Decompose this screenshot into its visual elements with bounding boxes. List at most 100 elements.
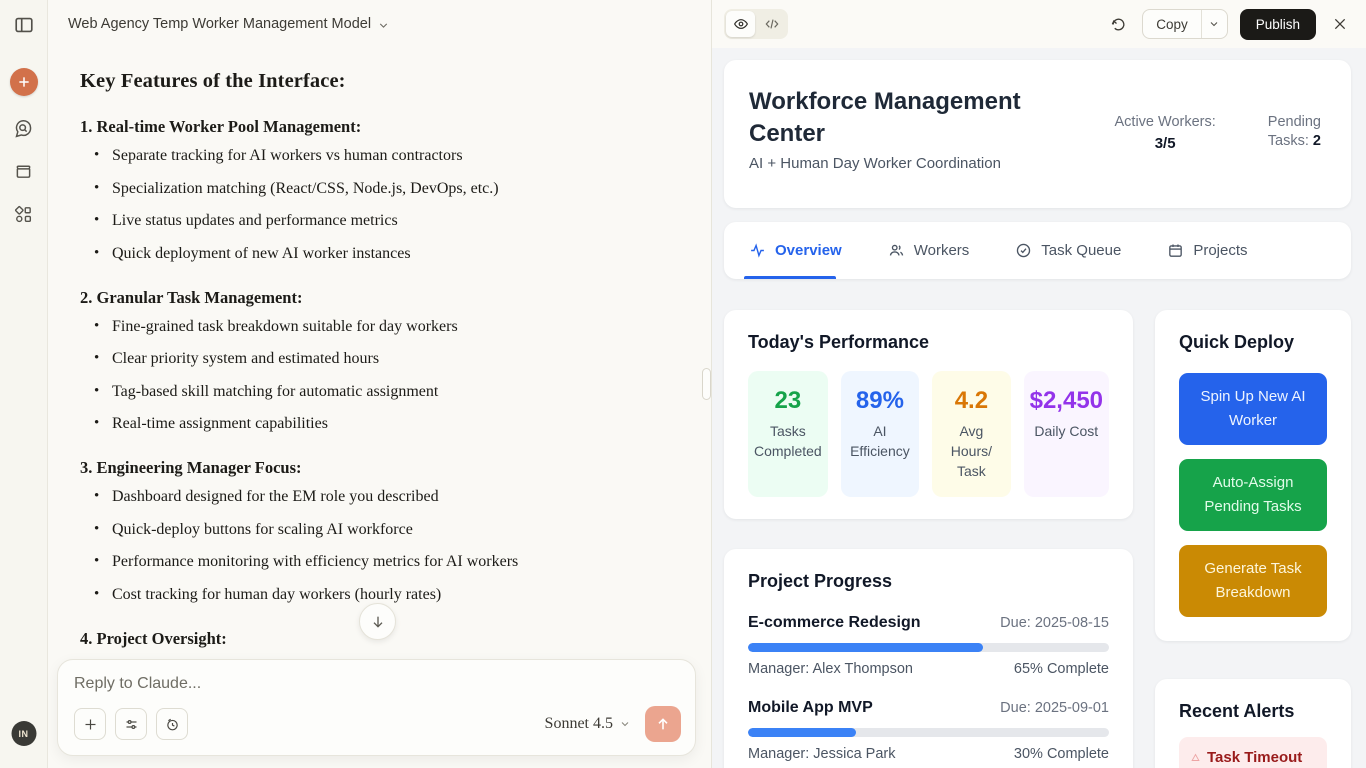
tools-sliders-button[interactable]: [115, 708, 147, 740]
tab-projects[interactable]: Projects: [1167, 242, 1248, 259]
close-icon[interactable]: [1328, 12, 1352, 36]
reply-input[interactable]: [74, 675, 679, 693]
tab-task-queue[interactable]: Task Queue: [1015, 242, 1121, 259]
generate-task-breakdown-button[interactable]: Generate Task Breakdown: [1179, 545, 1327, 617]
user-avatar[interactable]: IN: [11, 721, 36, 746]
stat-value: 4.2: [954, 387, 989, 414]
toolbar-actions: Copy Publish: [1106, 8, 1352, 40]
dashboard-header-card: Workforce Management Center AI + Human D…: [724, 60, 1351, 208]
sidebar-toggle-icon[interactable]: [13, 14, 35, 36]
recent-alerts-title: Recent Alerts: [1179, 701, 1295, 721]
project-progress-title: Project Progress: [748, 571, 893, 591]
auto-assign-tasks-button[interactable]: Auto-Assign Pending Tasks: [1179, 459, 1327, 531]
bullet-item: Tag-based skill matching for automatic a…: [90, 381, 671, 402]
project-complete: 30% Complete: [1013, 746, 1109, 762]
dashboard-subtitle: AI + Human Day Worker Coordination: [749, 155, 1001, 172]
section-title: 3. Engineering Manager Focus:: [80, 458, 302, 477]
code-view-icon[interactable]: [757, 11, 786, 37]
tab-label: Workers: [913, 242, 970, 259]
active-workers-label: Active Workers:: [1114, 114, 1216, 130]
publish-button[interactable]: Publish: [1239, 8, 1316, 40]
project-complete: 65% Complete: [1013, 661, 1109, 677]
message-heading: Key Features of the Interface:: [80, 70, 346, 92]
active-workers-stat: Active Workers: 3/5: [1115, 113, 1216, 208]
section-title: 4. Project Oversight:: [80, 628, 227, 648]
main-column: Today's Performance 23 Tasks Completed 8…: [724, 310, 1133, 768]
dashboard-tabs: Overview Workers Task Queue Projects: [724, 222, 1351, 279]
bullet-list: Separate tracking for AI workers vs huma…: [90, 145, 671, 264]
calendar-icon: [1169, 244, 1183, 257]
artifact-toolbar: Copy Publish: [712, 0, 1366, 48]
bullet-item: Real-time assignment capabilities: [90, 413, 671, 434]
copy-button[interactable]: Copy: [1143, 10, 1201, 38]
new-chat-button[interactable]: [9, 68, 38, 96]
quick-deploy-card: Quick Deploy Spin Up New AI Worker Auto-…: [1155, 310, 1351, 641]
bullet-item: Dashboard designed for the EM role you d…: [90, 486, 671, 507]
bullet-item: Clear priority system and estimated hour…: [90, 348, 671, 369]
stat-tasks-completed: 23 Tasks Completed: [748, 371, 828, 497]
activity-pulse-icon: [751, 243, 764, 258]
pending-tasks-count: 2: [1312, 133, 1321, 149]
project-due: Due: 2025-09-01: [1000, 700, 1109, 716]
active-tab-indicator: [744, 276, 836, 279]
chat-panel: Web Agency Temp Worker Management Model …: [48, 0, 712, 768]
bullet-item: Fine-grained task breakdown suitable for…: [90, 316, 671, 337]
connectors-shapes-icon[interactable]: [13, 204, 34, 225]
alert-item: Task Timeout API Integration task exceed…: [1179, 737, 1327, 768]
copy-split-button: Copy: [1142, 9, 1228, 39]
model-selector[interactable]: Sonnet 4.5: [545, 715, 645, 733]
progress-bar: [748, 643, 1109, 652]
alert-title: Task Timeout: [1207, 749, 1303, 766]
search-chats-icon[interactable]: [13, 118, 34, 139]
bullet-item: Quick deployment of new AI worker instan…: [90, 243, 671, 264]
quick-deploy-title: Quick Deploy: [1179, 332, 1295, 352]
bullet-list: Fine-grained task breakdown suitable for…: [90, 316, 671, 435]
users-icon: [889, 244, 903, 256]
stat-label: Daily Cost: [1034, 423, 1099, 439]
project-manager: Manager: Alex Thompson: [748, 661, 913, 677]
attach-plus-button[interactable]: [74, 708, 106, 740]
section-title: 2. Granular Task Management:: [80, 287, 303, 307]
pending-tasks-stat: Pending Tasks: 2: [1268, 113, 1321, 208]
tab-overview[interactable]: Overview: [749, 242, 842, 259]
stat-daily-cost: $2,450 Daily Cost: [1023, 371, 1110, 497]
dashboard-title: Workforce Management Center: [749, 88, 1021, 147]
history-clock-button[interactable]: [156, 708, 188, 740]
spin-up-ai-worker-button[interactable]: Spin Up New AI Worker: [1179, 373, 1327, 445]
conversation-title[interactable]: Web Agency Temp Worker Management Model: [68, 16, 372, 32]
projects-box-icon[interactable]: [13, 161, 34, 182]
tab-label: Overview: [775, 242, 842, 259]
panel-resize-handle[interactable]: [702, 368, 711, 400]
bullet-item: Live status updates and performance metr…: [90, 210, 671, 231]
refresh-icon[interactable]: [1106, 12, 1130, 36]
scroll-to-bottom-button[interactable]: [359, 603, 396, 640]
side-column: Quick Deploy Spin Up New AI Worker Auto-…: [1155, 310, 1351, 768]
assistant-message: Key Features of the Interface: 1. Real-t…: [80, 70, 671, 678]
stat-value: 23: [774, 387, 802, 414]
artifact-viewport: Workforce Management Center AI + Human D…: [712, 48, 1366, 768]
preview-eye-icon[interactable]: [726, 11, 755, 37]
copy-dropdown-chevron-icon[interactable]: [1200, 10, 1227, 38]
check-circle-icon: [1017, 243, 1031, 258]
dashboard-header-text: Workforce Management Center AI + Human D…: [749, 86, 1069, 208]
stat-label: Tasks Completed: [754, 423, 822, 459]
tab-label: Projects: [1193, 242, 1248, 259]
composer-toolbar: Sonnet 4.5: [74, 706, 681, 742]
pending-tasks-label: Pending: [1267, 114, 1321, 130]
composer: Sonnet 4.5: [57, 659, 696, 756]
bullet-list: Dashboard designed for the EM role you d…: [90, 486, 671, 605]
project-due: Due: 2025-08-15: [1000, 615, 1109, 631]
project-manager: Manager: Jessica Park: [748, 746, 896, 762]
performance-title: Today's Performance: [748, 332, 930, 352]
project-name: E-commerce Redesign: [748, 614, 921, 631]
chevron-down-icon[interactable]: [377, 19, 390, 32]
tab-label: Task Queue: [1041, 242, 1122, 259]
left-rail: IN: [0, 0, 48, 768]
send-button[interactable]: [645, 706, 681, 742]
stat-value: $2,450: [1029, 387, 1104, 414]
tab-workers[interactable]: Workers: [888, 242, 970, 259]
chevron-down-icon: [619, 718, 631, 730]
chat-messages[interactable]: Key Features of the Interface: 1. Real-t…: [48, 48, 711, 768]
dashboard-content: Today's Performance 23 Tasks Completed 8…: [724, 310, 1351, 768]
